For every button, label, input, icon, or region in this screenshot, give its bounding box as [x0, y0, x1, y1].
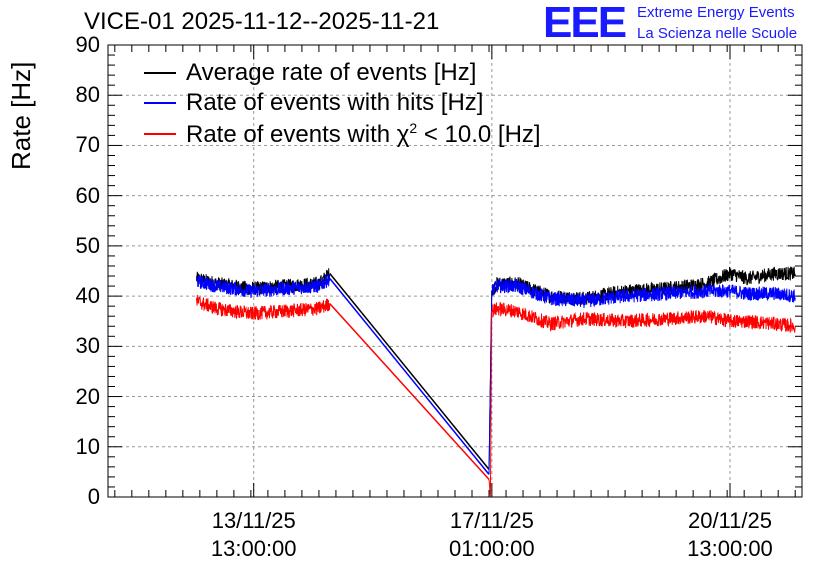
series-0-segment-1: [329, 273, 490, 470]
series-2-segment-1: [329, 303, 490, 480]
chart-title: VICE-01 2025-11-12--2025-11-21: [84, 8, 440, 35]
legend-label-hits: Rate of events with hits [Hz]: [186, 89, 484, 116]
legend-swatch-chi2: [144, 133, 176, 135]
tick-layer: [108, 44, 802, 498]
y-tick-label: 70: [75, 132, 100, 158]
legend-label-chi2: Rate of events with χ2 < 10.0 [Hz]: [186, 119, 541, 148]
eee-logo-icon: EEE: [543, 0, 627, 47]
x-tick-label: 20/11/25 13:00:00: [687, 508, 773, 561]
y-tick-label: 50: [75, 232, 100, 258]
series-2-segment-2: [488, 301, 796, 498]
y-tick-label: 0: [87, 484, 100, 509]
legend-item-chi2: Rate of events with χ2 < 10.0 [Hz]: [144, 120, 541, 148]
y-tick-label: 10: [75, 433, 100, 459]
logo-line-1: Extreme Energy Events: [637, 4, 795, 21]
y-tick-label: 90: [75, 32, 100, 57]
series-2-segment-0: [196, 294, 331, 321]
legend-swatch-average: [144, 72, 176, 74]
logo-line-2: La Scienza nelle Scuole: [637, 25, 798, 42]
y-tick-label: 30: [75, 333, 100, 359]
legend-item-hits: Rate of events with hits [Hz]: [144, 89, 483, 117]
y-tick-label: 60: [75, 182, 100, 208]
y-axis-label: Rate [Hz]: [6, 61, 36, 170]
y-tick-label: 80: [75, 82, 100, 108]
x-tick-label: 17/11/25 01:00:00: [449, 508, 535, 561]
legend-label-average: Average rate of events [Hz]: [186, 59, 477, 86]
legend-swatch-hits: [144, 102, 176, 104]
legend-item-average: Average rate of events [Hz]: [144, 59, 476, 87]
y-tick-label: 40: [75, 283, 100, 309]
series-1-segment-0: [196, 273, 331, 299]
y-tick-label: 20: [75, 383, 100, 409]
series-layer: [196, 266, 796, 498]
series-1-segment-1: [329, 278, 490, 475]
series-1-segment-2: [488, 278, 796, 475]
x-tick-label: 13/11/25 13:00:00: [210, 508, 297, 561]
grid-layer: [108, 45, 802, 497]
